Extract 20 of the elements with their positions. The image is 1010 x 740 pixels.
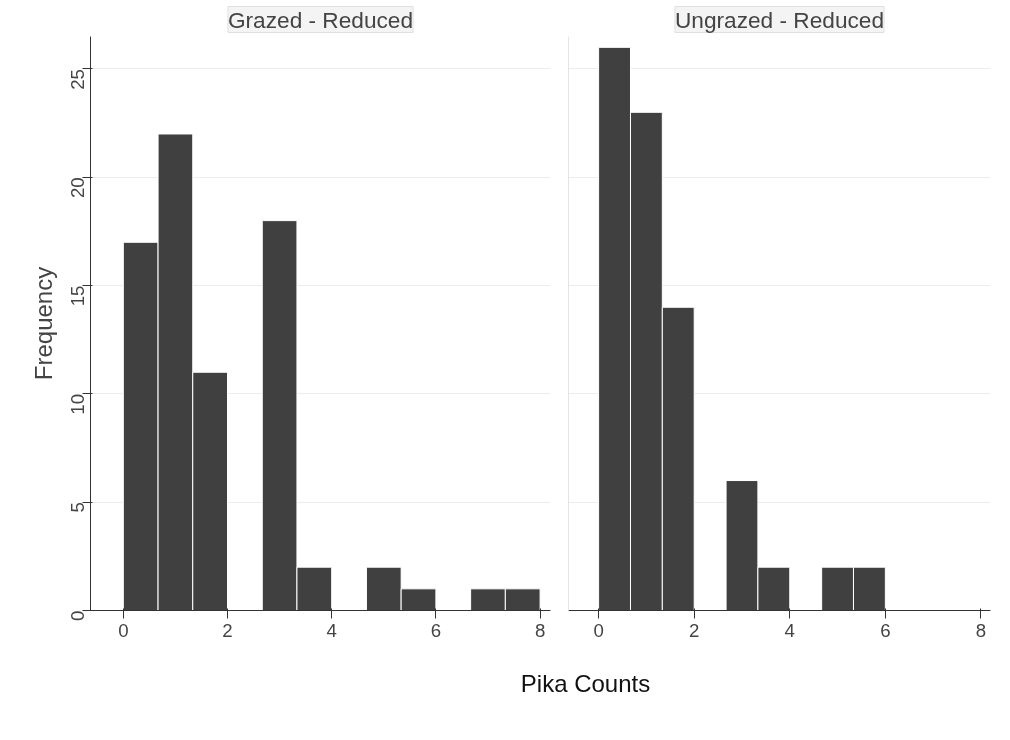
chart-title: Grazed - Reduced bbox=[227, 6, 414, 33]
y-tick-label: 20 bbox=[67, 177, 88, 199]
x-tick-label: 6 bbox=[880, 619, 891, 641]
x-tick-label: 2 bbox=[689, 619, 700, 641]
x-tick-label: 8 bbox=[975, 619, 987, 641]
x-tick-label: 8 bbox=[534, 619, 546, 641]
y-tick-label: 0 bbox=[67, 610, 88, 621]
y-axis-title: Frequency bbox=[29, 266, 57, 381]
x-tick-label: 0 bbox=[593, 619, 604, 641]
x-tick-label: 0 bbox=[118, 619, 129, 641]
x-tick-label: 4 bbox=[784, 619, 795, 641]
x-tick-label: 4 bbox=[326, 619, 337, 641]
chart-title: Ungrazed - Reduced bbox=[674, 6, 885, 33]
x-tick-label: 2 bbox=[222, 619, 233, 641]
y-tick-label: 15 bbox=[67, 285, 88, 307]
y-tick-label: 5 bbox=[67, 502, 88, 513]
y-tick-label: 10 bbox=[67, 393, 88, 415]
y-tick-label: 25 bbox=[67, 68, 88, 90]
x-axis-title: Pika Counts bbox=[520, 669, 651, 697]
x-tick-label: 6 bbox=[430, 619, 442, 641]
